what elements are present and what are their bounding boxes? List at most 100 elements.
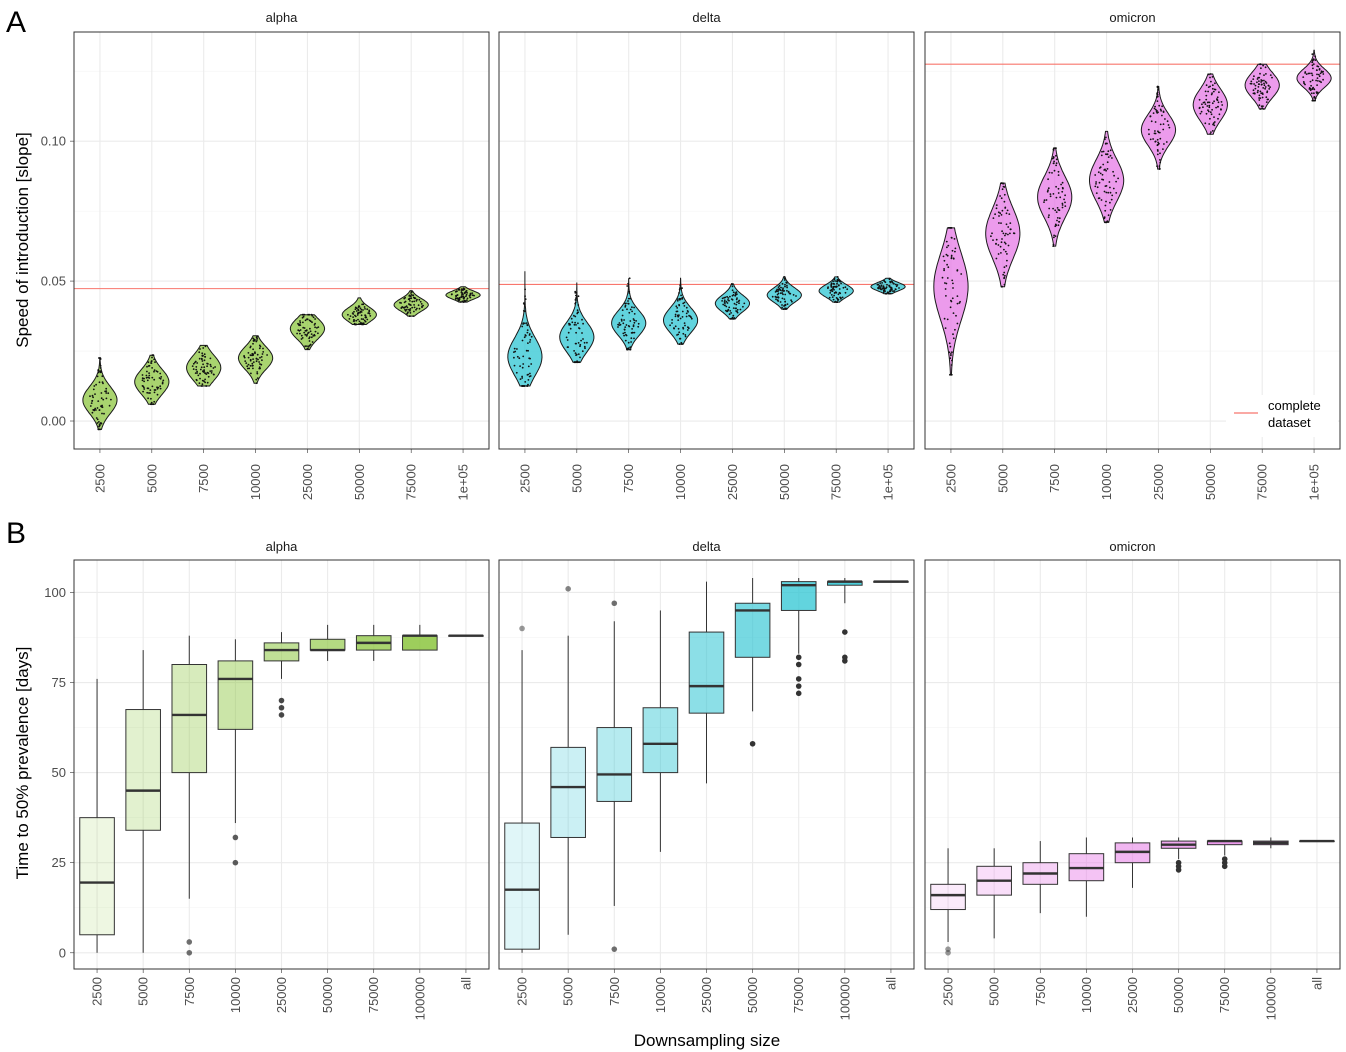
jitter-point bbox=[1149, 115, 1152, 118]
box bbox=[780, 581, 817, 611]
jitter-point bbox=[529, 357, 531, 360]
jitter-point bbox=[1163, 143, 1165, 145]
x-tick-label: 5000 bbox=[995, 464, 1010, 493]
jitter-point bbox=[1259, 108, 1262, 110]
jitter-point bbox=[1002, 232, 1005, 235]
jitter-point bbox=[674, 325, 677, 328]
violin bbox=[186, 344, 222, 387]
jitter-point bbox=[143, 380, 146, 383]
jitter-point bbox=[147, 376, 150, 379]
jitter-point bbox=[1221, 104, 1224, 106]
jitter-point bbox=[829, 292, 832, 294]
x-tick-label: 25000 bbox=[699, 977, 714, 1013]
facet-strip-label: delta bbox=[692, 10, 721, 25]
jitter-point bbox=[623, 334, 625, 337]
jitter-point bbox=[894, 283, 897, 286]
jitter-point bbox=[951, 249, 954, 252]
jitter-point bbox=[1257, 89, 1259, 92]
jitter-point bbox=[1048, 171, 1051, 174]
jitter-point bbox=[1006, 209, 1009, 212]
jitter-point bbox=[1156, 144, 1159, 147]
jitter-point bbox=[1003, 248, 1005, 251]
jitter-point bbox=[678, 314, 680, 316]
jitter-point bbox=[1095, 192, 1098, 195]
jitter-point bbox=[1095, 181, 1097, 183]
jitter-point bbox=[297, 329, 300, 331]
jitter-point bbox=[252, 337, 255, 340]
jitter-point bbox=[353, 322, 356, 325]
jitter-point bbox=[781, 306, 783, 309]
jitter-point bbox=[633, 306, 635, 309]
jitter-point bbox=[516, 355, 519, 358]
jitter-point bbox=[101, 375, 104, 378]
violin bbox=[393, 290, 429, 317]
jitter-point bbox=[1094, 174, 1097, 176]
jitter-point bbox=[578, 361, 581, 364]
jitter-point bbox=[1261, 83, 1263, 86]
jitter-point bbox=[466, 292, 468, 294]
jitter-point bbox=[950, 353, 952, 355]
jitter-point bbox=[462, 293, 464, 296]
jitter-point bbox=[627, 282, 629, 285]
jitter-point bbox=[1001, 209, 1004, 212]
jitter-point bbox=[679, 284, 682, 287]
jitter-point bbox=[1001, 285, 1003, 288]
jitter-point bbox=[146, 370, 148, 373]
jitter-point bbox=[312, 335, 315, 337]
jitter-point bbox=[573, 350, 575, 352]
jitter-point bbox=[366, 318, 369, 321]
jitter-point bbox=[1102, 163, 1105, 166]
jitter-point bbox=[893, 290, 896, 292]
jitter-point bbox=[1269, 86, 1271, 88]
jitter-point bbox=[358, 323, 360, 325]
jitter-point bbox=[1257, 86, 1260, 88]
jitter-point bbox=[417, 304, 420, 307]
jitter-point bbox=[681, 316, 684, 318]
jitter-point bbox=[682, 332, 685, 335]
jitter-point bbox=[522, 363, 525, 365]
jitter-point bbox=[624, 331, 626, 334]
jitter-point bbox=[729, 318, 732, 320]
jitter-point bbox=[1005, 212, 1008, 215]
x-tick-label: 2500 bbox=[517, 464, 532, 493]
jitter-point bbox=[679, 317, 682, 320]
jitter-point bbox=[881, 282, 883, 284]
jitter-point bbox=[521, 385, 524, 387]
jitter-point bbox=[1147, 128, 1150, 131]
jitter-point bbox=[999, 195, 1001, 197]
x-tick-label: 5000 bbox=[569, 464, 584, 493]
jitter-point bbox=[455, 295, 457, 298]
jitter-point bbox=[631, 306, 633, 309]
jitter-point bbox=[527, 349, 529, 352]
x-tick-label: 2500 bbox=[515, 977, 530, 1006]
jitter-point bbox=[618, 322, 621, 324]
y-tick-label: 0.10 bbox=[41, 134, 66, 149]
jitter-point bbox=[1315, 79, 1317, 82]
jitter-point bbox=[1057, 170, 1060, 173]
jitter-point bbox=[418, 298, 421, 301]
jitter-point bbox=[1004, 206, 1007, 209]
jitter-point bbox=[525, 349, 528, 352]
jitter-point bbox=[1157, 141, 1159, 144]
y-tick-label: 0.05 bbox=[41, 274, 66, 289]
jitter-point bbox=[723, 299, 726, 302]
jitter-point bbox=[513, 351, 515, 353]
jitter-point bbox=[577, 322, 579, 325]
jitter-point bbox=[575, 353, 578, 356]
jitter-point bbox=[1057, 192, 1060, 194]
jitter-point bbox=[675, 305, 678, 308]
jitter-point bbox=[1052, 156, 1055, 159]
jitter-point bbox=[781, 292, 784, 294]
jitter-point bbox=[578, 327, 580, 329]
jitter-point bbox=[364, 308, 366, 310]
jitter-point bbox=[524, 334, 527, 337]
jitter-point bbox=[882, 285, 885, 288]
jitter-point bbox=[450, 293, 453, 296]
jitter-point bbox=[410, 297, 413, 300]
jitter-point bbox=[1099, 172, 1102, 175]
jitter-points bbox=[141, 354, 165, 406]
facet-strip-label: omicron bbox=[1109, 539, 1155, 554]
jitter-point bbox=[305, 335, 308, 337]
jitter-point bbox=[628, 292, 631, 294]
facet-alpha: alpha 2500 5000 7500 10000 25000 50000 75000 1e+… bbox=[73, 10, 490, 501]
